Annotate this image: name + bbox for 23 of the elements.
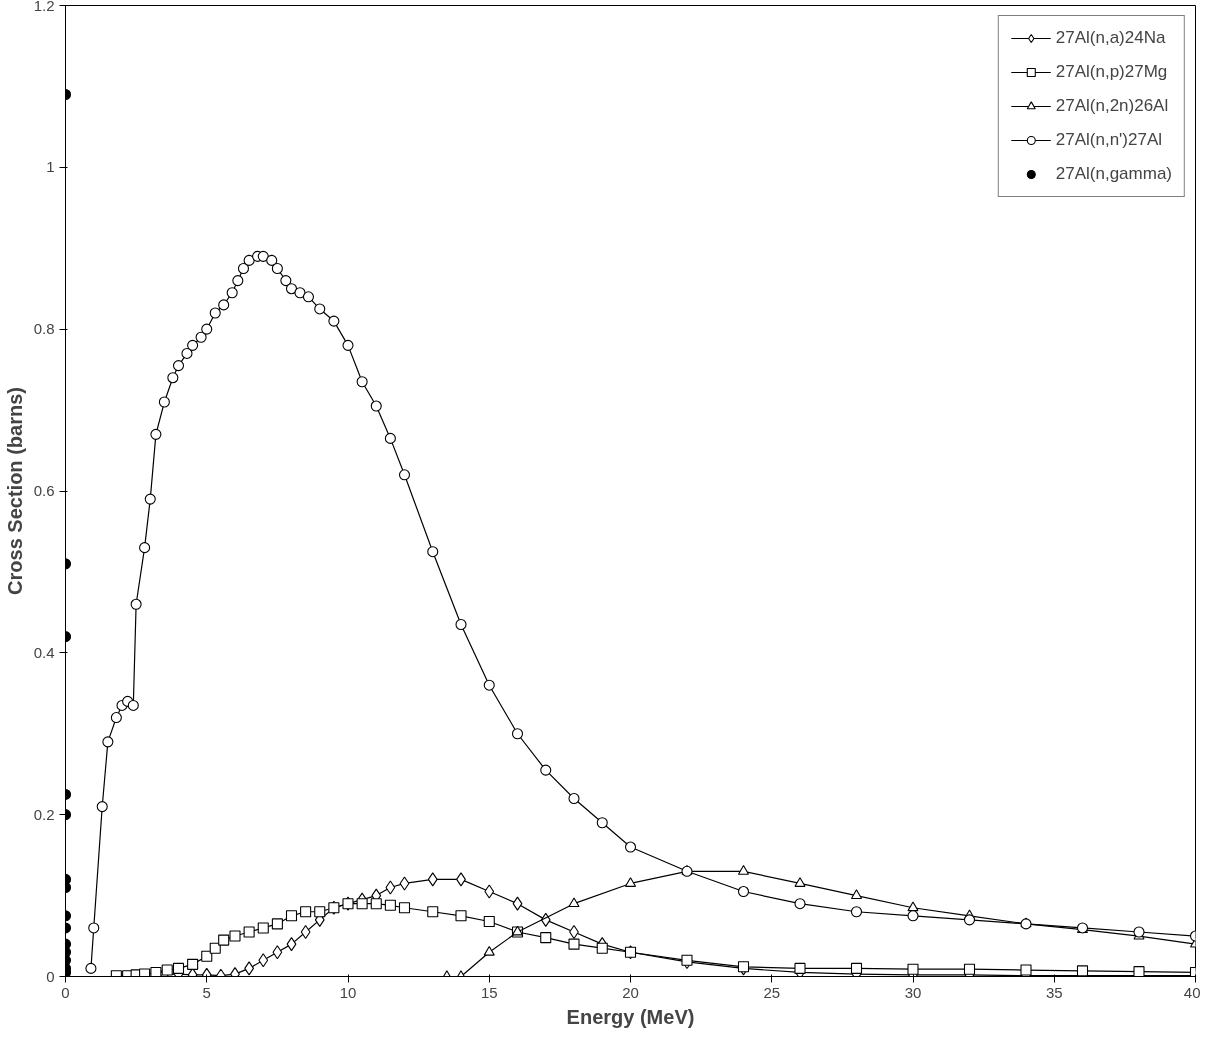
y-axis-title: Cross Section (barns) bbox=[3, 387, 26, 595]
x-tick-label: 35 bbox=[1045, 983, 1063, 1001]
x-tick-label: 15 bbox=[480, 983, 498, 1001]
x-tick-label: 40 bbox=[1183, 983, 1201, 1001]
x-tick-label: 0 bbox=[61, 983, 70, 1001]
legend-label: 27Al(n,a)24Na bbox=[1055, 28, 1166, 48]
x-tick-label: 20 bbox=[622, 983, 639, 1001]
y-tick-label: 0 bbox=[46, 967, 55, 985]
x-tick-label: 10 bbox=[339, 983, 357, 1001]
y-tick-label: 1 bbox=[46, 158, 55, 176]
x-tick-label: 30 bbox=[904, 983, 922, 1001]
y-tick-label: 0.2 bbox=[33, 805, 55, 823]
y-tick-label: 0.6 bbox=[33, 482, 55, 499]
y-tick-label: 0.8 bbox=[33, 320, 55, 338]
legend-label: 27Al(n,n')27Al bbox=[1055, 130, 1163, 150]
x-tick-label: 25 bbox=[763, 983, 781, 1001]
x-axis-title: Energy (MeV) bbox=[566, 1005, 695, 1028]
y-tick-label: 0.4 bbox=[33, 643, 55, 661]
x-tick-label: 5 bbox=[202, 983, 211, 1001]
y-tick-label: 1.2 bbox=[33, 0, 55, 14]
legend-label: 27Al(n,2n)26Al bbox=[1055, 96, 1169, 116]
legend-label: 27Al(n,gamma) bbox=[1055, 164, 1172, 184]
legend-label: 27Al(n,p)27Mg bbox=[1055, 62, 1168, 82]
